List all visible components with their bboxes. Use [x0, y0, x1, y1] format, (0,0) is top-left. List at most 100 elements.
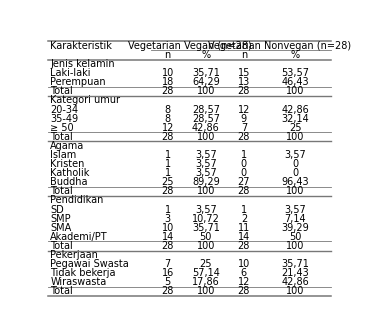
Text: Pekerjaan: Pekerjaan — [51, 250, 98, 260]
Text: 25: 25 — [289, 123, 301, 133]
Text: 96,43: 96,43 — [282, 177, 309, 187]
Text: 100: 100 — [197, 186, 215, 196]
Text: Total: Total — [51, 241, 73, 251]
Text: Total: Total — [51, 132, 73, 142]
Text: 12: 12 — [238, 105, 250, 115]
Text: 28,57: 28,57 — [192, 105, 220, 115]
Text: 89,29: 89,29 — [192, 177, 220, 187]
Text: 28: 28 — [238, 287, 250, 297]
Text: 13: 13 — [238, 77, 250, 87]
Text: Vegetarian Vegan (n=28): Vegetarian Vegan (n=28) — [128, 41, 251, 51]
Text: 9: 9 — [241, 114, 247, 124]
Text: Buddha: Buddha — [51, 177, 88, 187]
Text: 100: 100 — [197, 87, 215, 97]
Text: 42,86: 42,86 — [192, 123, 220, 133]
Text: Kristen: Kristen — [51, 159, 85, 169]
Text: 50: 50 — [289, 232, 301, 242]
Text: 28: 28 — [162, 87, 174, 97]
Text: 1: 1 — [165, 159, 171, 169]
Text: SD: SD — [51, 205, 64, 214]
Text: Total: Total — [51, 186, 73, 196]
Text: 14: 14 — [162, 232, 174, 242]
Text: 3,57: 3,57 — [195, 159, 217, 169]
Text: Total: Total — [51, 87, 73, 97]
Text: 100: 100 — [286, 132, 304, 142]
Text: Vegetarian Nonvegan (n=28): Vegetarian Nonvegan (n=28) — [208, 41, 351, 51]
Text: SMA: SMA — [51, 223, 72, 233]
Text: 28: 28 — [238, 186, 250, 196]
Text: 25: 25 — [161, 177, 174, 187]
Text: 46,43: 46,43 — [282, 77, 309, 87]
Text: 1: 1 — [165, 168, 171, 178]
Text: 28: 28 — [238, 132, 250, 142]
Text: 1: 1 — [241, 205, 247, 214]
Text: Karakteristik: Karakteristik — [51, 41, 112, 51]
Text: 35,71: 35,71 — [192, 68, 220, 78]
Text: 8: 8 — [165, 114, 171, 124]
Text: 64,29: 64,29 — [192, 77, 220, 87]
Text: 10: 10 — [162, 223, 174, 233]
Text: Agama: Agama — [51, 141, 85, 151]
Text: 39,29: 39,29 — [282, 223, 309, 233]
Text: Akademi/PT: Akademi/PT — [51, 232, 108, 242]
Text: 10: 10 — [238, 259, 250, 269]
Text: 100: 100 — [197, 241, 215, 251]
Text: 0: 0 — [292, 168, 299, 178]
Text: 6: 6 — [241, 268, 247, 278]
Text: 3,57: 3,57 — [284, 205, 306, 214]
Text: 17,86: 17,86 — [192, 277, 220, 287]
Text: 10,72: 10,72 — [192, 214, 220, 224]
Text: 28: 28 — [238, 87, 250, 97]
Text: 100: 100 — [286, 87, 304, 97]
Text: 0: 0 — [241, 159, 247, 169]
Text: 8: 8 — [165, 105, 171, 115]
Text: 100: 100 — [197, 287, 215, 297]
Text: 7,14: 7,14 — [284, 214, 306, 224]
Text: 7: 7 — [241, 123, 247, 133]
Text: 100: 100 — [286, 241, 304, 251]
Text: 28: 28 — [162, 132, 174, 142]
Text: 28,57: 28,57 — [192, 114, 220, 124]
Text: 5: 5 — [165, 277, 171, 287]
Text: 27: 27 — [238, 177, 250, 187]
Text: 28: 28 — [238, 241, 250, 251]
Text: 20-34: 20-34 — [51, 105, 79, 115]
Text: 11: 11 — [238, 223, 250, 233]
Text: 32,14: 32,14 — [282, 114, 309, 124]
Text: 3: 3 — [165, 214, 171, 224]
Text: 3,57: 3,57 — [195, 168, 217, 178]
Text: 42,86: 42,86 — [282, 105, 309, 115]
Text: Tidak bekerja: Tidak bekerja — [51, 268, 116, 278]
Text: 18: 18 — [162, 77, 174, 87]
Text: 21,43: 21,43 — [282, 268, 309, 278]
Text: 42,86: 42,86 — [282, 277, 309, 287]
Text: 28: 28 — [162, 241, 174, 251]
Text: 1: 1 — [165, 150, 171, 160]
Text: 0: 0 — [292, 159, 299, 169]
Text: Total: Total — [51, 287, 73, 297]
Text: SMP: SMP — [51, 214, 71, 224]
Text: 16: 16 — [162, 268, 174, 278]
Text: 35-49: 35-49 — [51, 114, 79, 124]
Text: 10: 10 — [162, 68, 174, 78]
Text: 3,57: 3,57 — [195, 205, 217, 214]
Text: 7: 7 — [165, 259, 171, 269]
Text: 53,57: 53,57 — [282, 68, 309, 78]
Text: 0: 0 — [241, 168, 247, 178]
Text: ≥ 50: ≥ 50 — [51, 123, 74, 133]
Text: 57,14: 57,14 — [192, 268, 220, 278]
Text: Pendidikan: Pendidikan — [51, 195, 104, 205]
Text: 100: 100 — [286, 287, 304, 297]
Text: 28: 28 — [162, 287, 174, 297]
Text: n: n — [165, 50, 171, 60]
Text: %: % — [291, 50, 300, 60]
Text: 12: 12 — [238, 277, 250, 287]
Text: Katholik: Katholik — [51, 168, 90, 178]
Text: 1: 1 — [241, 150, 247, 160]
Text: Kategori umur: Kategori umur — [51, 96, 120, 106]
Text: 15: 15 — [238, 68, 250, 78]
Text: 2: 2 — [241, 214, 247, 224]
Text: Perempuan: Perempuan — [51, 77, 106, 87]
Text: 3,57: 3,57 — [195, 150, 217, 160]
Text: 12: 12 — [162, 123, 174, 133]
